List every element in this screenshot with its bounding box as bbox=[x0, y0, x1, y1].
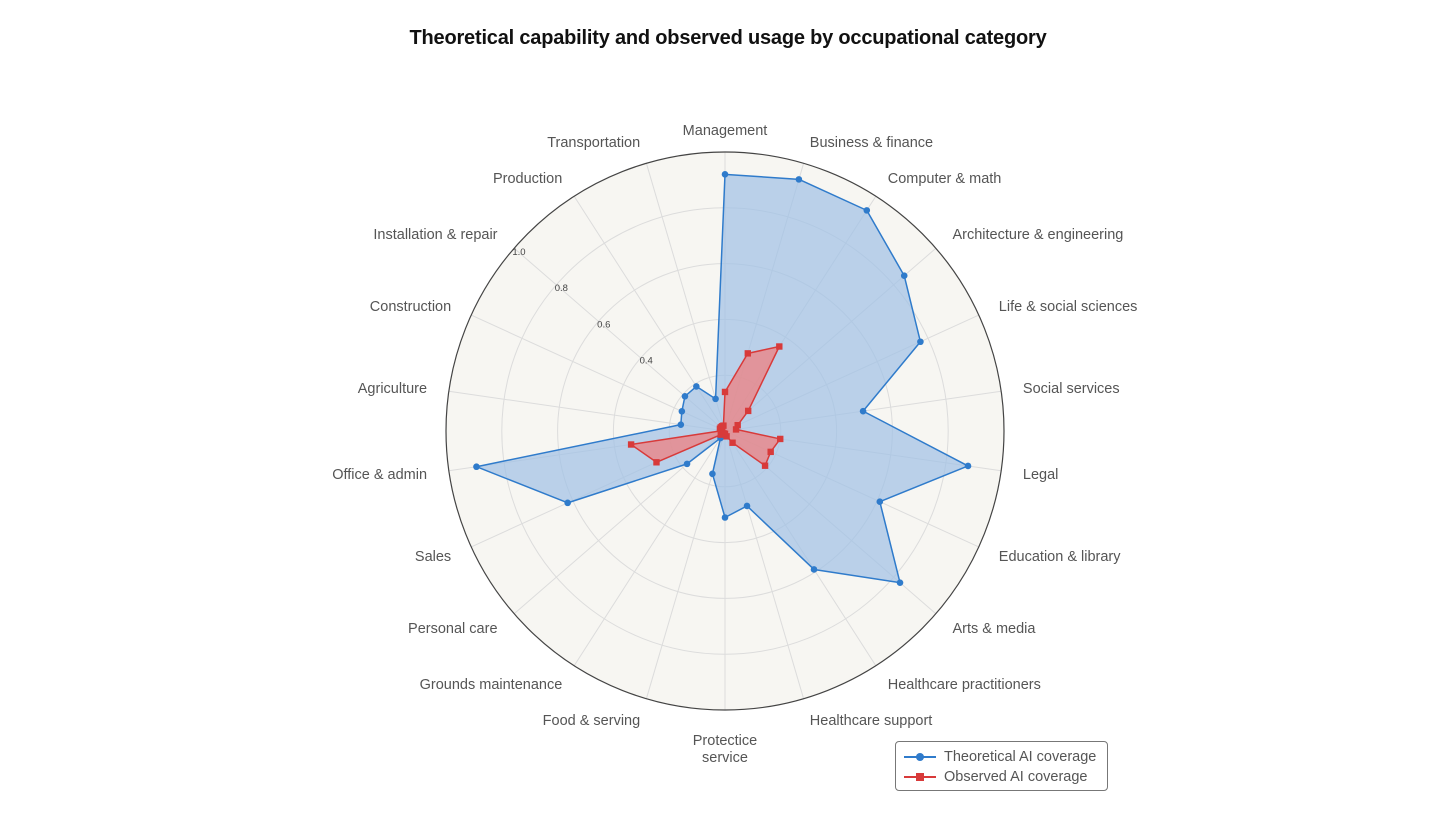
data-point bbox=[683, 460, 691, 468]
legend-label: Theoretical AI coverage bbox=[944, 749, 1097, 765]
category-label: Installation & repair bbox=[373, 227, 497, 243]
category-label: Grounds maintenance bbox=[420, 677, 563, 693]
data-point bbox=[810, 566, 818, 573]
square-marker-icon bbox=[904, 771, 936, 783]
data-point bbox=[717, 431, 724, 438]
radial-tick-label: 0.8 bbox=[555, 283, 568, 294]
data-point bbox=[795, 176, 803, 183]
category-label: Agriculture bbox=[358, 381, 427, 397]
category-label: Protectice service bbox=[693, 733, 757, 766]
category-label: Healthcare practitioners bbox=[888, 677, 1041, 693]
category-label: Food & serving bbox=[543, 713, 641, 729]
data-point bbox=[863, 207, 871, 214]
data-point bbox=[776, 343, 783, 350]
category-label: Arts & media bbox=[952, 621, 1036, 637]
legend: Theoretical AI coverage Observed AI cove… bbox=[895, 741, 1108, 791]
data-point bbox=[767, 448, 774, 456]
data-point bbox=[681, 392, 689, 400]
category-label: Production bbox=[493, 171, 562, 187]
data-point bbox=[743, 502, 751, 510]
data-point bbox=[678, 407, 686, 415]
data-point bbox=[744, 407, 752, 415]
category-label: Life & social sciences bbox=[999, 299, 1138, 315]
data-point bbox=[653, 459, 660, 466]
category-label: Sales bbox=[415, 549, 451, 565]
legend-item-observed: Observed AI coverage bbox=[904, 767, 1107, 787]
circle-marker-icon bbox=[904, 751, 936, 763]
data-point bbox=[734, 422, 741, 429]
data-point bbox=[744, 350, 751, 357]
radial-tick-label: 0.6 bbox=[597, 319, 610, 330]
data-point bbox=[721, 514, 729, 521]
data-point bbox=[627, 441, 635, 448]
data-point bbox=[777, 435, 784, 443]
data-point bbox=[564, 499, 571, 507]
category-label: Healthcare support bbox=[810, 713, 933, 729]
category-label: Management bbox=[683, 123, 768, 139]
data-point bbox=[473, 463, 480, 471]
data-point bbox=[721, 171, 729, 178]
category-label: Transportation bbox=[547, 135, 640, 151]
data-point bbox=[712, 395, 719, 403]
legend-label: Observed AI coverage bbox=[944, 769, 1088, 785]
data-point bbox=[876, 498, 884, 505]
data-point bbox=[732, 426, 740, 433]
data-point bbox=[964, 462, 972, 470]
data-point bbox=[900, 272, 908, 279]
data-point bbox=[677, 421, 685, 428]
data-point bbox=[720, 422, 727, 429]
category-label: Construction bbox=[370, 299, 451, 315]
data-point bbox=[693, 383, 700, 390]
data-point bbox=[709, 470, 716, 478]
category-label: Personal care bbox=[408, 621, 497, 637]
data-point bbox=[917, 338, 924, 346]
radial-tick-label: 1.0 bbox=[512, 247, 525, 258]
legend-item-theoretical: Theoretical AI coverage bbox=[904, 747, 1107, 767]
category-label: Social services bbox=[1023, 381, 1120, 397]
category-label: Office & admin bbox=[332, 467, 427, 483]
outer-ring bbox=[445, 151, 1005, 711]
category-label: Business & finance bbox=[810, 135, 933, 151]
category-label: Legal bbox=[1023, 467, 1058, 483]
category-label: Education & library bbox=[999, 549, 1121, 565]
category-label: Architecture & engineering bbox=[952, 227, 1123, 243]
data-point bbox=[896, 579, 904, 586]
data-point bbox=[729, 439, 736, 446]
category-label: Computer & math bbox=[888, 171, 1002, 187]
data-point bbox=[761, 462, 769, 469]
data-point bbox=[721, 388, 729, 396]
data-point bbox=[859, 407, 867, 415]
radial-tick-label: 0.4 bbox=[640, 356, 653, 367]
chart-title: Theoretical capability and observed usag… bbox=[409, 27, 1047, 49]
grid-spoke bbox=[645, 163, 726, 432]
grid-spoke bbox=[573, 430, 726, 666]
